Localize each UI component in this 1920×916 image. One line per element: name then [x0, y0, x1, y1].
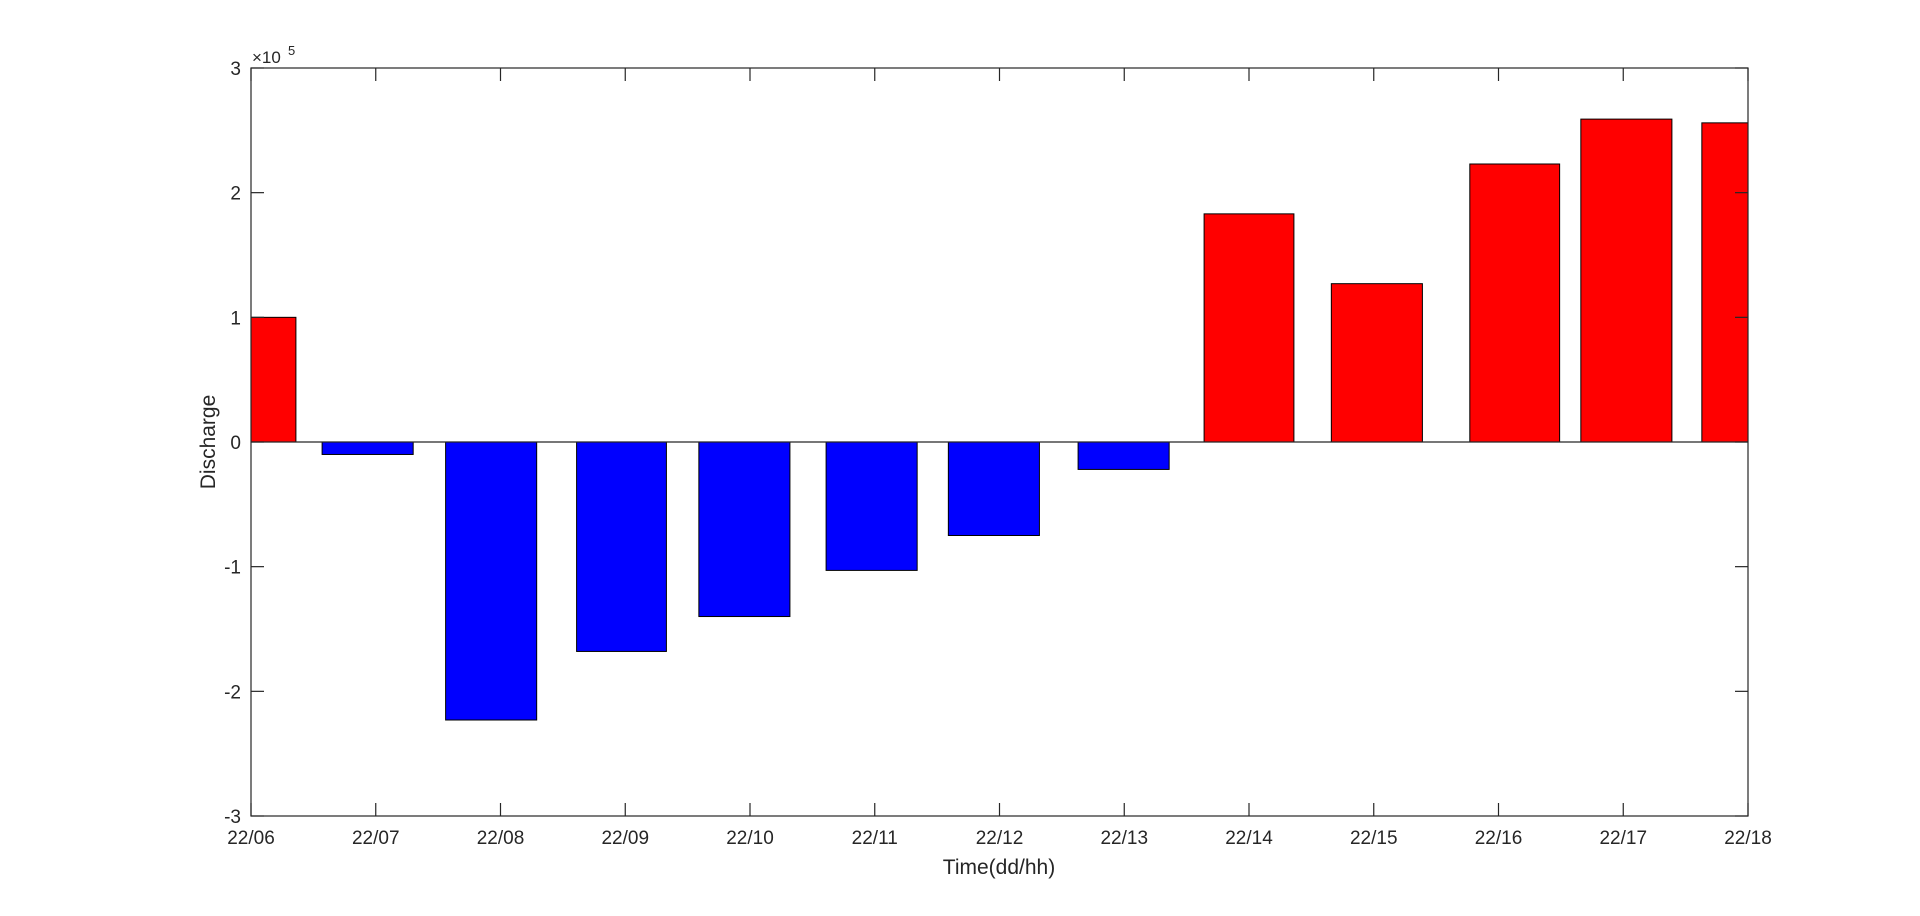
bar-11: [1580, 118, 1673, 443]
y-tick-label-2: -1: [224, 558, 241, 579]
bar-1: [321, 441, 414, 455]
x-tick-label-2: 22/08: [477, 828, 525, 849]
y-exponent-label: ×10 5: [252, 43, 295, 67]
bar-3: [576, 441, 667, 652]
y-tick-label-5: 2: [230, 184, 241, 205]
x-tick-label-6: 22/12: [976, 828, 1024, 849]
bar-10: [1469, 163, 1561, 443]
y-tick-label-4: 1: [230, 308, 241, 329]
x-tick-label-5: 22/11: [852, 828, 898, 849]
y-exponent-base: ×10: [252, 48, 281, 67]
x-tick-label-10: 22/16: [1475, 828, 1523, 849]
y-exponent-power: 5: [288, 43, 295, 58]
x-tick-label-9: 22/15: [1350, 828, 1398, 849]
bar-2: [445, 441, 538, 721]
bar-12: [1701, 122, 1748, 443]
x-tick-label-3: 22/09: [601, 828, 649, 849]
bar-6: [947, 441, 1040, 536]
y-tick-label-0: -3: [224, 807, 241, 828]
y-tick-label-1: -2: [224, 682, 241, 703]
x-tick-label-0: 22/06: [227, 828, 275, 849]
bar-7: [1077, 441, 1170, 470]
bar-5: [825, 441, 918, 571]
ticks-layer: [250, 67, 1749, 817]
bar-0: [251, 316, 297, 443]
bar-9: [1330, 283, 1423, 443]
x-tick-label-8: 22/14: [1225, 828, 1273, 849]
x-axis-label: Time(dd/hh): [943, 856, 1055, 879]
x-tick-label-12: 22/18: [1724, 828, 1772, 849]
labels-layer: 22/06 22/07 22/08 22/09 22/10 22/11 22/12 22/13…: [224, 59, 1772, 849]
bar-8: [1203, 213, 1295, 443]
bar-4: [698, 441, 791, 618]
y-axis-label: Discharge: [197, 395, 220, 490]
y-tick-label-6: 3: [230, 59, 241, 80]
x-tick-label-1: 22/07: [352, 828, 400, 849]
y-tick-label-3: 0: [230, 433, 241, 454]
x-tick-label-11: 22/17: [1599, 828, 1647, 849]
x-tick-label-4: 22/10: [726, 828, 774, 849]
x-tick-label-7: 22/13: [1100, 828, 1148, 849]
bars-layer: [251, 118, 1748, 721]
